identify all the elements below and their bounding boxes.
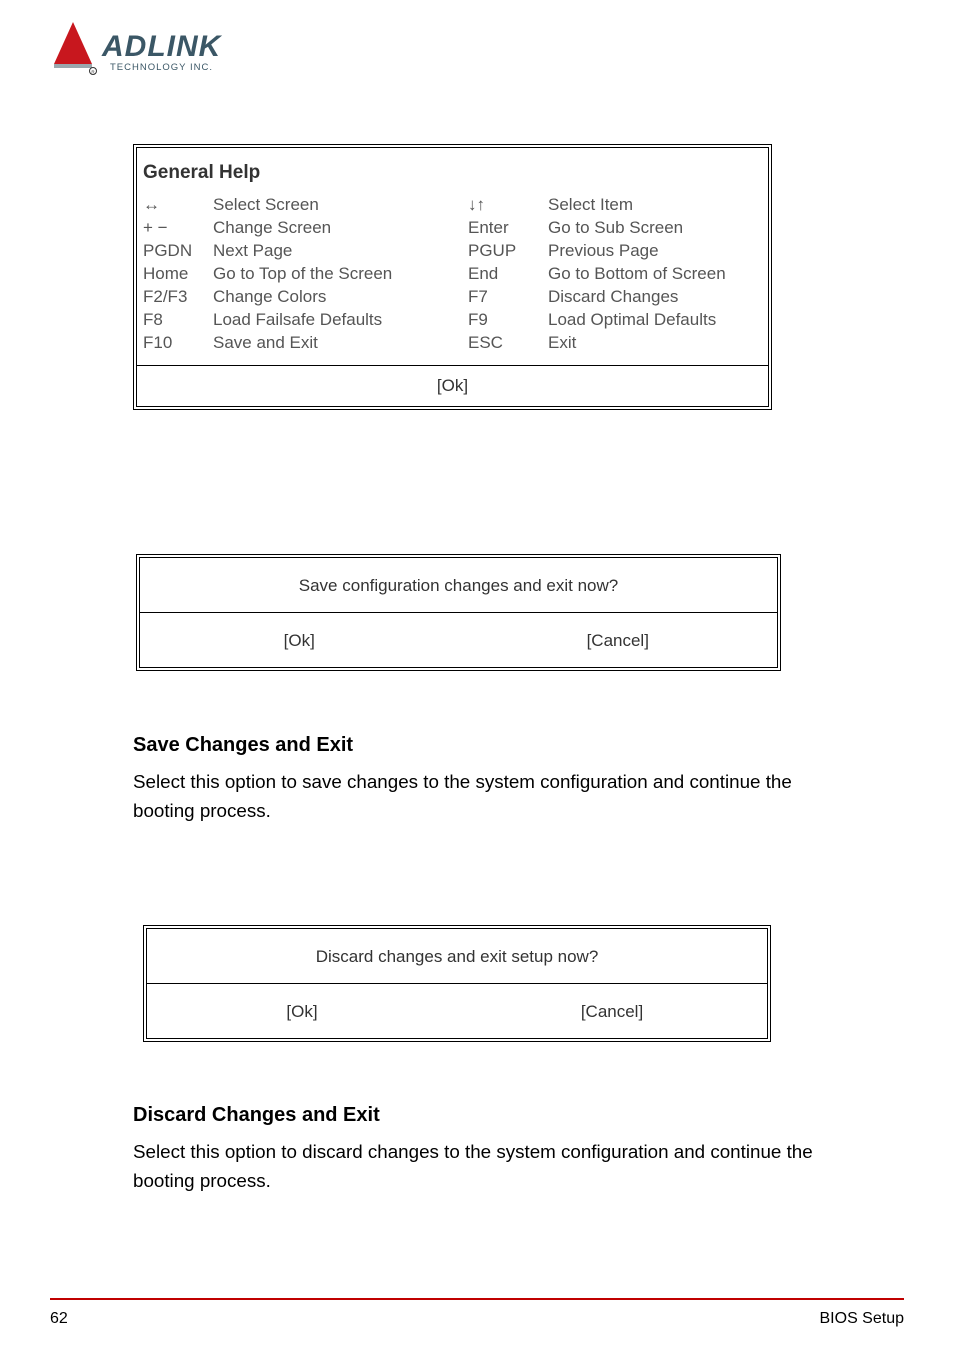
help-col-desc-right: Select Item Go to Sub Screen Previous Pa… (548, 194, 762, 355)
body1-para: Select this option to save changes to th… (133, 767, 823, 825)
save-dialog-cancel-wrap: [Cancel] (459, 631, 778, 651)
save-cancel-button[interactable]: [Cancel] (587, 631, 649, 650)
desc-left-6: Save and Exit (213, 332, 468, 355)
help-ok-button[interactable]: [Ok] (437, 376, 468, 395)
key-right-6: ESC (468, 332, 548, 355)
save-dialog-panel: Save configuration changes and exit now?… (136, 554, 781, 671)
logo: R ADLINK TECHNOLOGY INC. (50, 18, 250, 86)
key-right-2: PGUP (468, 240, 548, 263)
page-root: R ADLINK TECHNOLOGY INC. General Help ↔ … (0, 0, 954, 1352)
key-right-4: F7 (468, 286, 548, 309)
footer-page-number: 62 (50, 1310, 68, 1328)
desc-left-4: Change Colors (213, 286, 468, 309)
key-left-1: + − (143, 217, 213, 240)
desc-right-4: Discard Changes (548, 286, 762, 309)
desc-left-5: Load Failsafe Defaults (213, 309, 468, 332)
desc-right-0: Select Item (548, 194, 762, 217)
body2-para: Select this option to discard changes to… (133, 1137, 823, 1195)
desc-right-6: Exit (548, 332, 762, 355)
body-text-discard: Discard Changes and Exit Select this opt… (133, 1100, 823, 1195)
logo-triangle-icon (54, 22, 92, 64)
key-right-5: F9 (468, 309, 548, 332)
desc-left-1: Change Screen (213, 217, 468, 240)
key-left-2: PGDN (143, 240, 213, 263)
discard-dialog-ok-wrap: [Ok] (147, 1002, 457, 1022)
adlink-logo-svg: R ADLINK TECHNOLOGY INC. (50, 18, 250, 86)
discard-dialog-panel: Discard changes and exit setup now? [Ok]… (143, 925, 771, 1042)
footer-divider (50, 1298, 904, 1300)
help-col-key-right: ↓↑ Enter PGUP End F7 F9 ESC (468, 194, 548, 355)
help-col-desc-left: Select Screen Change Screen Next Page Go… (213, 194, 468, 355)
save-dialog-buttons: [Ok] [Cancel] (140, 613, 777, 667)
discard-dialog-buttons: [Ok] [Cancel] (147, 984, 767, 1038)
desc-right-3: Go to Bottom of Screen (548, 263, 762, 286)
logo-text-bottom: TECHNOLOGY INC. (110, 62, 213, 73)
discard-cancel-button[interactable]: [Cancel] (581, 1002, 643, 1021)
key-right-0: ↓↑ (468, 194, 548, 217)
desc-right-2: Previous Page (548, 240, 762, 263)
discard-dialog-cancel-wrap: [Cancel] (457, 1002, 767, 1022)
discard-ok-button[interactable]: [Ok] (286, 1002, 317, 1021)
key-left-4: F2/F3 (143, 286, 213, 309)
body1-title: Save Changes and Exit (133, 730, 823, 761)
key-left-3: Home (143, 263, 213, 286)
help-col-key-left: ↔ + − PGDN Home F2/F3 F8 F10 (143, 194, 213, 355)
key-left-6: F10 (143, 332, 213, 355)
desc-left-0: Select Screen (213, 194, 468, 217)
save-dialog-message: Save configuration changes and exit now? (140, 558, 777, 613)
footer-section-title: BIOS Setup (820, 1310, 905, 1328)
logo-underline (54, 64, 92, 68)
key-right-3: End (468, 263, 548, 286)
key-left-0: ↔ (143, 194, 213, 217)
key-left-5: F8 (143, 309, 213, 332)
general-help-body: General Help ↔ + − PGDN Home F2/F3 F8 F1… (137, 148, 768, 365)
general-help-panel: General Help ↔ + − PGDN Home F2/F3 F8 F1… (133, 144, 772, 410)
general-help-title: General Help (143, 162, 762, 194)
desc-right-1: Go to Sub Screen (548, 217, 762, 240)
desc-left-2: Next Page (213, 240, 468, 263)
discard-dialog-message: Discard changes and exit setup now? (147, 929, 767, 984)
help-grid: ↔ + − PGDN Home F2/F3 F8 F10 Select Scre… (143, 194, 762, 355)
save-dialog-ok-wrap: [Ok] (140, 631, 459, 651)
logo-text-top: ADLINK (101, 30, 223, 63)
body-text-save: Save Changes and Exit Select this option… (133, 730, 823, 825)
key-right-1: Enter (468, 217, 548, 240)
desc-right-5: Load Optimal Defaults (548, 309, 762, 332)
desc-left-3: Go to Top of the Screen (213, 263, 468, 286)
help-ok-bar: [Ok] (137, 365, 768, 406)
save-ok-button[interactable]: [Ok] (284, 631, 315, 650)
body2-title: Discard Changes and Exit (133, 1100, 823, 1131)
